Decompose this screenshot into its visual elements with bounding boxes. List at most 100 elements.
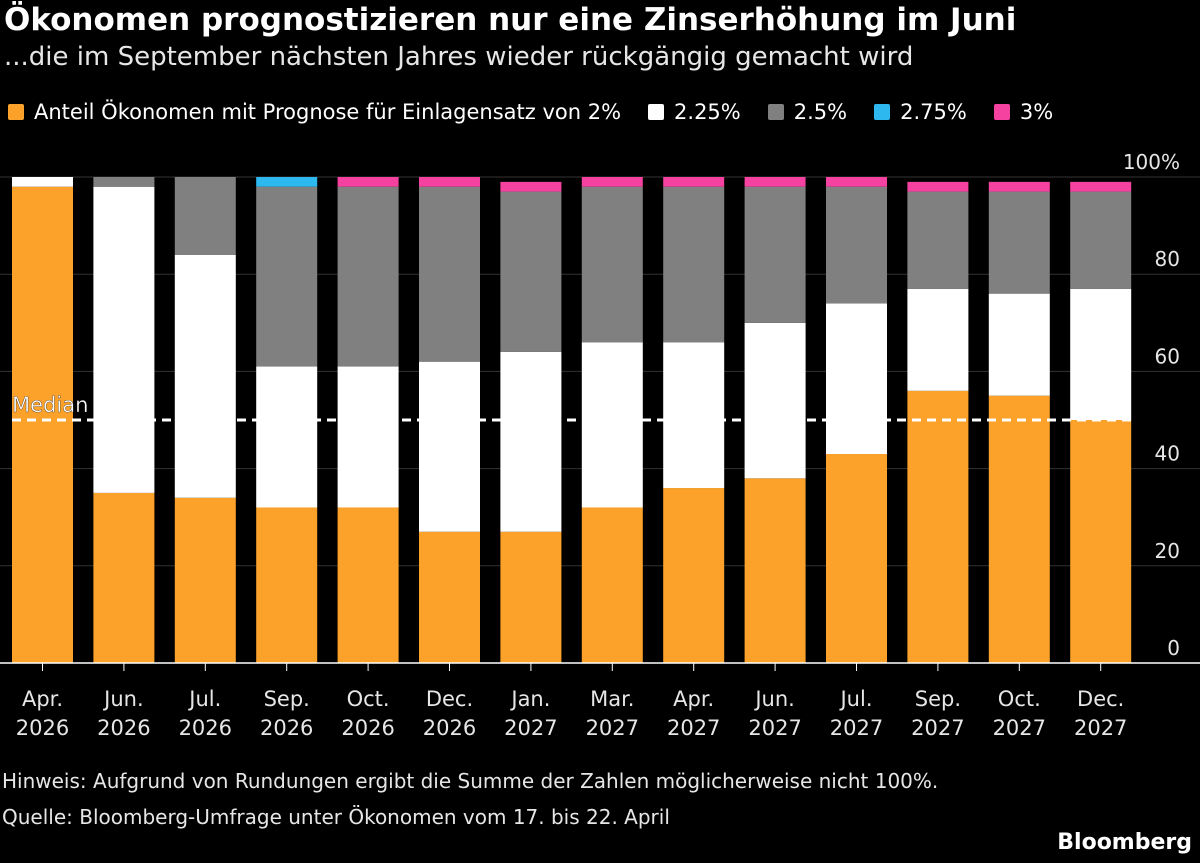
bar-apr-2026-series-0 <box>12 186 73 663</box>
legend-swatch-2 <box>8 104 24 120</box>
bar-jul-2026-series-2 <box>174 177 236 255</box>
bar-jan-2027-series-2 <box>500 191 562 352</box>
legend-label-2-75: 2.75% <box>900 100 967 124</box>
bar-oct-2027-series-4 <box>988 181 1050 192</box>
x-tick-label-month-2: Jul. <box>187 687 221 711</box>
x-tick-label-year-2: 2026 <box>179 716 232 740</box>
y-tick-label-80: 80 <box>1155 247 1180 271</box>
legend-swatch-2-5 <box>767 104 784 120</box>
legend-item-2-5: 2.5% <box>767 100 848 124</box>
bar-oct-2026-series-0 <box>337 507 399 663</box>
legend-item-2: Anteil Ökonomen mit Prognose für Einlage… <box>8 100 621 124</box>
bar-apr-2027-series-1 <box>663 342 725 489</box>
y-tick-label-0: 0 <box>1167 636 1180 660</box>
bar-mar-2027-series-2 <box>581 186 643 343</box>
chart-title: Ökonomen prognostizieren nur eine Zinser… <box>4 2 1017 38</box>
bar-jun-2027-series-0 <box>744 478 806 663</box>
bar-sep-2027-series-1 <box>907 288 969 391</box>
bar-mar-2027-series-4 <box>581 177 643 187</box>
x-tick-label-year-4: 2026 <box>341 716 394 740</box>
bloomberg-logo: Bloomberg <box>1057 830 1192 855</box>
y-tick-label-60: 60 <box>1155 344 1180 368</box>
bar-sep-2026-series-1 <box>256 366 318 508</box>
footnote-hint: Hinweis: Aufgrund von Rundungen ergibt d… <box>2 769 939 793</box>
bar-jan-2027-series-4 <box>500 181 562 192</box>
bar-jan-2027-series-0 <box>500 531 562 663</box>
x-tick-label-month-4: Oct. <box>347 687 390 711</box>
legend-label-2-25: 2.25% <box>674 100 741 124</box>
bar-jun-2027-series-2 <box>744 186 806 323</box>
bar-dec-2026-series-4 <box>419 177 480 187</box>
legend-swatch-3 <box>993 104 1010 120</box>
bar-jun-2026-series-1 <box>93 186 155 493</box>
chart-subtitle: ...die im September nächsten Jahres wied… <box>4 42 914 72</box>
bar-jul-2026-series-1 <box>174 254 236 498</box>
x-tick-label-month-12: Oct. <box>998 687 1041 711</box>
bar-oct-2027-series-2 <box>988 191 1050 294</box>
bar-jun-2026-series-0 <box>93 492 155 663</box>
y-tick-label-100: 100% <box>1123 150 1180 174</box>
legend-swatch-2-75 <box>874 104 891 120</box>
bar-mar-2027-series-1 <box>581 342 643 508</box>
bar-dec-2027-series-0 <box>1070 420 1132 663</box>
bar-apr-2026-series-1 <box>12 177 73 187</box>
bar-dec-2027-series-4 <box>1070 181 1132 192</box>
bar-jul-2027-series-1 <box>826 303 887 455</box>
x-tick-label-year-13: 2027 <box>1074 716 1127 740</box>
bar-sep-2027-series-0 <box>907 390 969 663</box>
legend-item-2-25: 2.25% <box>648 100 741 124</box>
bar-dec-2026-series-2 <box>419 186 480 362</box>
bar-apr-2027-series-0 <box>663 488 725 663</box>
legend-label-2: Anteil Ökonomen mit Prognose für Einlage… <box>34 100 622 124</box>
bar-oct-2026-series-1 <box>337 366 399 508</box>
x-tick-label-month-9: Jun. <box>753 687 795 711</box>
legend-label-3: 3% <box>1019 100 1054 124</box>
bar-jun-2027-series-4 <box>744 177 806 187</box>
y-tick-label-20: 20 <box>1155 539 1180 563</box>
x-tick-label-month-11: Sep. <box>915 687 961 711</box>
bar-sep-2026-series-0 <box>256 507 318 663</box>
bar-dec-2026-series-1 <box>419 361 480 532</box>
legend-swatch-2-25 <box>648 104 665 120</box>
bar-jul-2027-series-4 <box>826 177 887 187</box>
bar-dec-2026-series-0 <box>419 531 480 663</box>
bar-jul-2026-series-0 <box>174 497 236 663</box>
bar-jul-2027-series-0 <box>826 454 887 663</box>
median-label: Median <box>12 393 88 417</box>
bar-jun-2026-series-2 <box>93 177 155 187</box>
x-tick-label-month-6: Jan. <box>509 687 550 711</box>
x-tick-label-month-10: Jul. <box>838 687 872 711</box>
bar-jul-2027-series-2 <box>826 186 887 304</box>
bar-oct-2027-series-0 <box>988 395 1050 663</box>
x-tick-label-year-11: 2027 <box>911 716 964 740</box>
x-tick-label-year-8: 2027 <box>667 716 720 740</box>
bar-sep-2026-series-3 <box>256 177 318 187</box>
x-tick-label-year-12: 2027 <box>993 716 1046 740</box>
bar-sep-2027-series-4 <box>907 181 969 192</box>
x-tick-label-month-8: Apr. <box>673 687 714 711</box>
bar-sep-2027-series-2 <box>907 191 969 289</box>
bar-dec-2027-series-1 <box>1070 288 1132 420</box>
bar-oct-2026-series-2 <box>337 186 399 367</box>
legend-label-2-5: 2.5% <box>793 100 848 124</box>
x-tick-label-month-5: Dec. <box>426 687 473 711</box>
bar-oct-2027-series-1 <box>988 293 1050 396</box>
bar-dec-2027-series-2 <box>1070 191 1132 289</box>
x-tick-label-month-3: Sep. <box>264 687 310 711</box>
x-tick-label-year-9: 2027 <box>748 716 801 740</box>
footnote-source: Quelle: Bloomberg-Umfrage unter Ökonomen… <box>2 805 670 829</box>
x-tick-label-month-0: Apr. <box>22 687 63 711</box>
bar-apr-2027-series-4 <box>663 177 725 187</box>
x-tick-label-month-7: Mar. <box>590 687 634 711</box>
bar-jan-2027-series-1 <box>500 351 562 532</box>
y-tick-label-40: 40 <box>1155 442 1180 466</box>
x-tick-label-year-10: 2027 <box>830 716 883 740</box>
legend: Anteil Ökonomen mit Prognose für Einlage… <box>8 100 1080 124</box>
bar-apr-2027-series-2 <box>663 186 725 343</box>
legend-item-3: 3% <box>993 100 1054 124</box>
x-tick-label-month-1: Jun. <box>102 687 144 711</box>
x-tick-label-year-6: 2027 <box>504 716 557 740</box>
bar-jun-2027-series-1 <box>744 322 806 479</box>
stacked-bar-chart: 0 20 40 60 80 100% Apr. 2026 Jun. 2026 Jul. 2026 Sep… <box>0 150 1200 740</box>
x-tick-label-month-13: Dec. <box>1077 687 1124 711</box>
